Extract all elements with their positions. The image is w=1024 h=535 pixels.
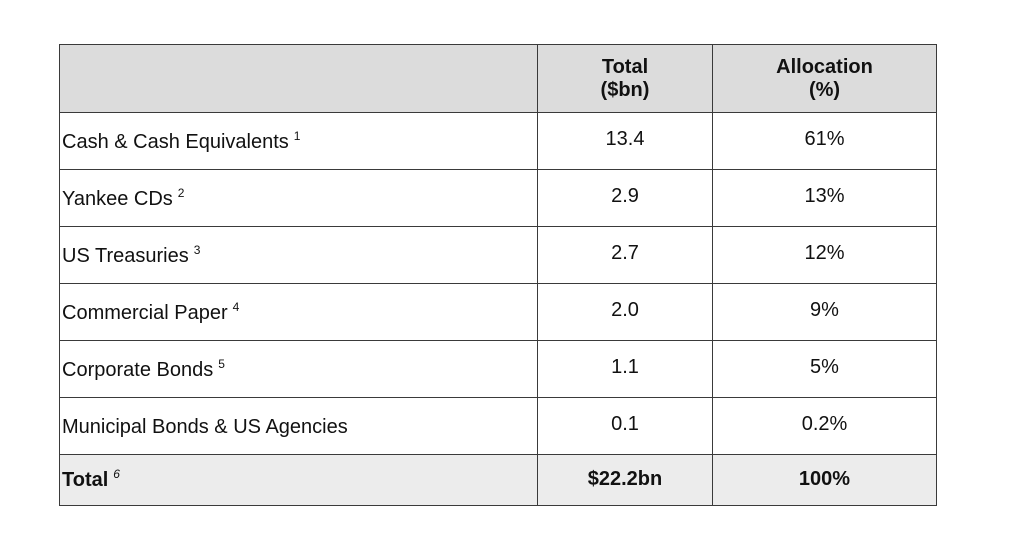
row-label-cell: Municipal Bonds & US Agencies xyxy=(59,397,538,455)
row-total-cell: 0.1 xyxy=(537,397,713,455)
footnote-marker: 5 xyxy=(218,356,225,371)
row-allocation-cell: 9% xyxy=(712,283,937,341)
allocation-table: Total ($bn) Allocation (%) Cash & Cash E… xyxy=(59,44,937,506)
row-label: US Treasuries xyxy=(62,244,189,267)
footnote-marker: 6 xyxy=(113,466,120,481)
row-label: Yankee CDs xyxy=(62,187,173,210)
row-allocation-cell: 0.2% xyxy=(712,397,937,455)
row-total-cell: 13.4 xyxy=(537,112,713,170)
row-total-cell: 2.7 xyxy=(537,226,713,284)
total-label: Total xyxy=(62,468,109,491)
footnote-marker: 1 xyxy=(293,128,301,143)
row-label-cell: Cash & Cash Equivalents 1 xyxy=(59,112,538,170)
row-label: Corporate Bonds xyxy=(62,358,214,381)
row-allocation-cell: 12% xyxy=(712,226,937,284)
header-allocation-title: Allocation xyxy=(776,55,873,78)
row-total-cell: 2.0 xyxy=(537,283,713,341)
table-row: Corporate Bonds 5 1.1 5% xyxy=(59,340,937,398)
row-label-cell: Corporate Bonds 5 xyxy=(59,340,538,398)
table-total-row: Total 6 $22.2bn 100% xyxy=(59,454,937,506)
table-row: Commercial Paper 4 2.0 9% xyxy=(59,283,937,341)
table-row: Municipal Bonds & US Agencies 0.1 0.2% xyxy=(59,397,937,455)
header-total-cell: Total ($bn) xyxy=(537,44,713,113)
row-label: Cash & Cash Equivalents xyxy=(62,130,289,153)
total-label-cell: Total 6 xyxy=(59,454,538,506)
header-allocation-cell: Allocation (%) xyxy=(712,44,937,113)
row-allocation-cell: 61% xyxy=(712,112,937,170)
table-row: Yankee CDs 2 2.9 13% xyxy=(59,169,937,227)
row-label-cell: US Treasuries 3 xyxy=(59,226,538,284)
table-header-row: Total ($bn) Allocation (%) xyxy=(59,44,937,113)
row-total-cell: 2.9 xyxy=(537,169,713,227)
footnote-marker: 4 xyxy=(232,299,240,314)
total-amount-cell: $22.2bn xyxy=(537,454,713,506)
row-label-cell: Commercial Paper 4 xyxy=(59,283,538,341)
footnote-marker: 3 xyxy=(193,242,201,257)
header-total-title: Total xyxy=(601,55,649,78)
header-allocation-unit: (%) xyxy=(808,78,841,101)
footnote-marker: 2 xyxy=(177,185,185,200)
row-label-cell: Yankee CDs 2 xyxy=(59,169,538,227)
header-total-unit: ($bn) xyxy=(600,78,650,101)
table-row: US Treasuries 3 2.7 12% xyxy=(59,226,937,284)
row-total-cell: 1.1 xyxy=(537,340,713,398)
row-allocation-cell: 13% xyxy=(712,169,937,227)
total-allocation-cell: 100% xyxy=(712,454,937,506)
row-allocation-cell: 5% xyxy=(712,340,937,398)
row-label: Commercial Paper xyxy=(62,301,228,324)
row-label: Municipal Bonds & US Agencies xyxy=(62,415,348,438)
table-row: Cash & Cash Equivalents 1 13.4 61% xyxy=(59,112,937,170)
header-label-cell xyxy=(59,44,538,113)
